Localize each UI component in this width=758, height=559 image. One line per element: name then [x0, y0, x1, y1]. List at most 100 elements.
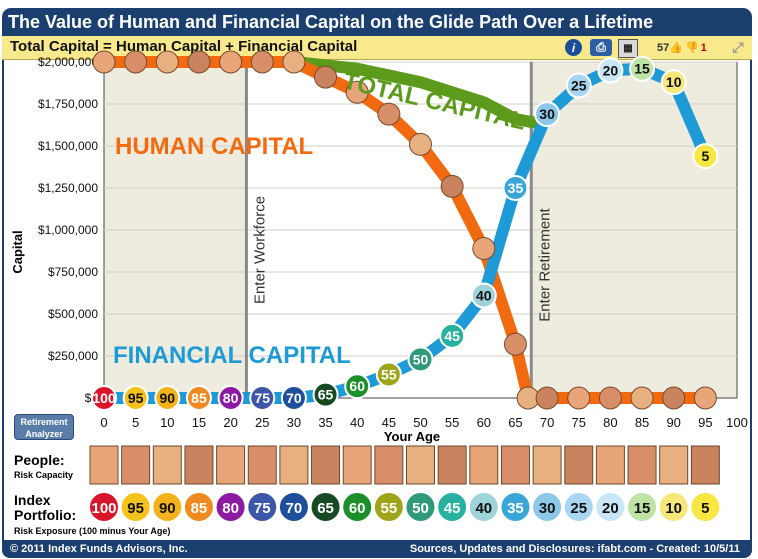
portfolio-ball-label: 30 [539, 500, 556, 517]
x-tick-labels: 0 5 10 15 20 25 30 35 40 45 50 55 60 65 70 75 80 85 90 95 10… [100, 415, 747, 430]
analyzer-label-2: Analyzer [25, 429, 63, 439]
x-tick-label: 5 [132, 415, 139, 430]
people-thumbnail [152, 445, 182, 485]
portfolio-marker-label: 10 [666, 74, 682, 90]
portfolio-ball-label: 85 [191, 500, 208, 517]
calculator-icon[interactable]: ▦ [618, 39, 638, 58]
portfolio-marker [249, 385, 276, 411]
portfolio-marker-label: 30 [539, 106, 555, 122]
people-thumbnail [342, 445, 372, 485]
portfolio-marker-label: 95 [128, 390, 144, 406]
people-thumbnail [690, 445, 720, 485]
print-icon[interactable]: ⎙ [590, 39, 612, 56]
portfolio-ball-label: 100 [91, 500, 116, 517]
portfolio-ball [88, 491, 120, 523]
portfolio-marker-label: 5 [701, 148, 709, 164]
portfolio-marker-label: 25 [571, 78, 587, 94]
portfolio-ball [689, 491, 722, 523]
event-label: Enter Retirement [536, 207, 553, 321]
thumbs-down-icon[interactable]: 👎 [684, 42, 699, 54]
portfolio-ball [151, 491, 184, 523]
info-icon[interactable]: i [565, 39, 582, 56]
portfolio-ball-label: 60 [349, 500, 366, 517]
portfolio-marker [375, 361, 402, 388]
people-thumbnail [216, 445, 246, 485]
x-tick-label: 35 [318, 415, 332, 430]
human-capital-label: HUMAN CAPITAL [115, 133, 313, 160]
y-tick-label: $2,000,000 [38, 55, 98, 69]
portfolio-ball-label: 80 [222, 500, 239, 517]
x-tick-label: 10 [160, 415, 174, 430]
portfolio-marker-label: 70 [286, 390, 302, 406]
portfolio-row-title-2: Portfolio: [14, 507, 77, 523]
person-marker [567, 386, 591, 410]
data-markers: 100 95 90 85 80 75 70 65 60 55 50 45 40 35 30 25 20 15 10 5 [91, 50, 719, 411]
portfolio-row-title-1: Index [14, 492, 51, 508]
x-tick-label: 45 [382, 415, 396, 430]
portfolio-marker [565, 72, 592, 99]
portfolio-marker [407, 346, 434, 373]
people-thumbnail [500, 445, 530, 485]
financial-capital-label: FINANCIAL CAPITAL [113, 342, 351, 369]
retirement-analyzer-button[interactable]: Retirement Analyzer [14, 414, 74, 440]
person-marker [282, 50, 306, 74]
people-thumbnail [532, 445, 562, 485]
portfolio-marker-label: 90 [160, 390, 176, 406]
x-tick-label: 50 [413, 415, 427, 430]
portfolio-ball-label: 65 [317, 500, 334, 517]
person-marker [535, 386, 559, 410]
people-thumbnail [469, 445, 499, 485]
portfolio-marker [470, 282, 497, 309]
vote-down-count: 1 [700, 41, 707, 54]
x-tick-label: 70 [540, 415, 554, 430]
portfolio-marker [312, 381, 339, 408]
portfolio-ball-label: 5 [701, 500, 709, 517]
x-axis-label: Your Age [384, 429, 440, 444]
portfolio-ball [119, 491, 152, 523]
people-thumbnail [627, 445, 657, 485]
person-marker [662, 386, 686, 410]
thumbs-up-icon[interactable]: 👍 [669, 42, 683, 54]
portfolio-marker-label: 60 [349, 378, 365, 394]
expand-icon[interactable]: ⤢ [732, 39, 744, 55]
person-marker [503, 332, 527, 356]
vote-up-count: 57 [657, 41, 670, 54]
portfolio-ball-label: 20 [602, 500, 619, 517]
portfolio-marker [534, 101, 561, 128]
person-marker [92, 50, 116, 74]
vote-widget[interactable]: 57 👍 👎 1 [657, 39, 723, 56]
y-axis-label: Capital [10, 230, 25, 273]
y-tick-label: $1,250,000 [38, 181, 98, 195]
person-marker [124, 50, 148, 74]
people-thumbnail [279, 445, 309, 485]
portfolio-ball [182, 491, 215, 523]
portfolio-marker-label: 40 [476, 288, 492, 304]
x-tick-label: 0 [100, 415, 107, 430]
portfolio-ball-label: 95 [127, 500, 144, 517]
portfolio-marker [597, 57, 624, 84]
portfolio-ball-label: 35 [507, 500, 524, 517]
portfolio-ball-label: 15 [634, 500, 651, 517]
x-tick-label: 30 [287, 415, 301, 430]
sources-link[interactable]: Sources, Updates and Disclosures: ifabt.… [409, 543, 740, 555]
x-tick-label: 75 [572, 415, 586, 430]
portfolio-marker-label: 45 [444, 328, 460, 344]
portfolio-ball [531, 491, 564, 523]
person-marker [250, 50, 274, 74]
x-tick-label: 90 [666, 415, 680, 430]
portfolio-ball [594, 491, 627, 523]
portfolio-ball-label: 70 [286, 500, 303, 517]
subtitle: Total Capital = Human Capital + Financia… [10, 38, 358, 55]
portfolio-ball [277, 491, 310, 523]
portfolio-marker [344, 373, 371, 400]
portfolio-ball [499, 491, 532, 523]
people-thumbnail [406, 445, 435, 485]
portfolio-ball-label: 40 [475, 500, 492, 517]
portfolio-marker-label: 50 [413, 351, 429, 367]
portfolio-ball-label: 10 [665, 500, 682, 517]
portfolio-marker [280, 385, 307, 411]
portfolio-ball [309, 491, 342, 523]
portfolio-marker-label: 100 [92, 390, 116, 406]
